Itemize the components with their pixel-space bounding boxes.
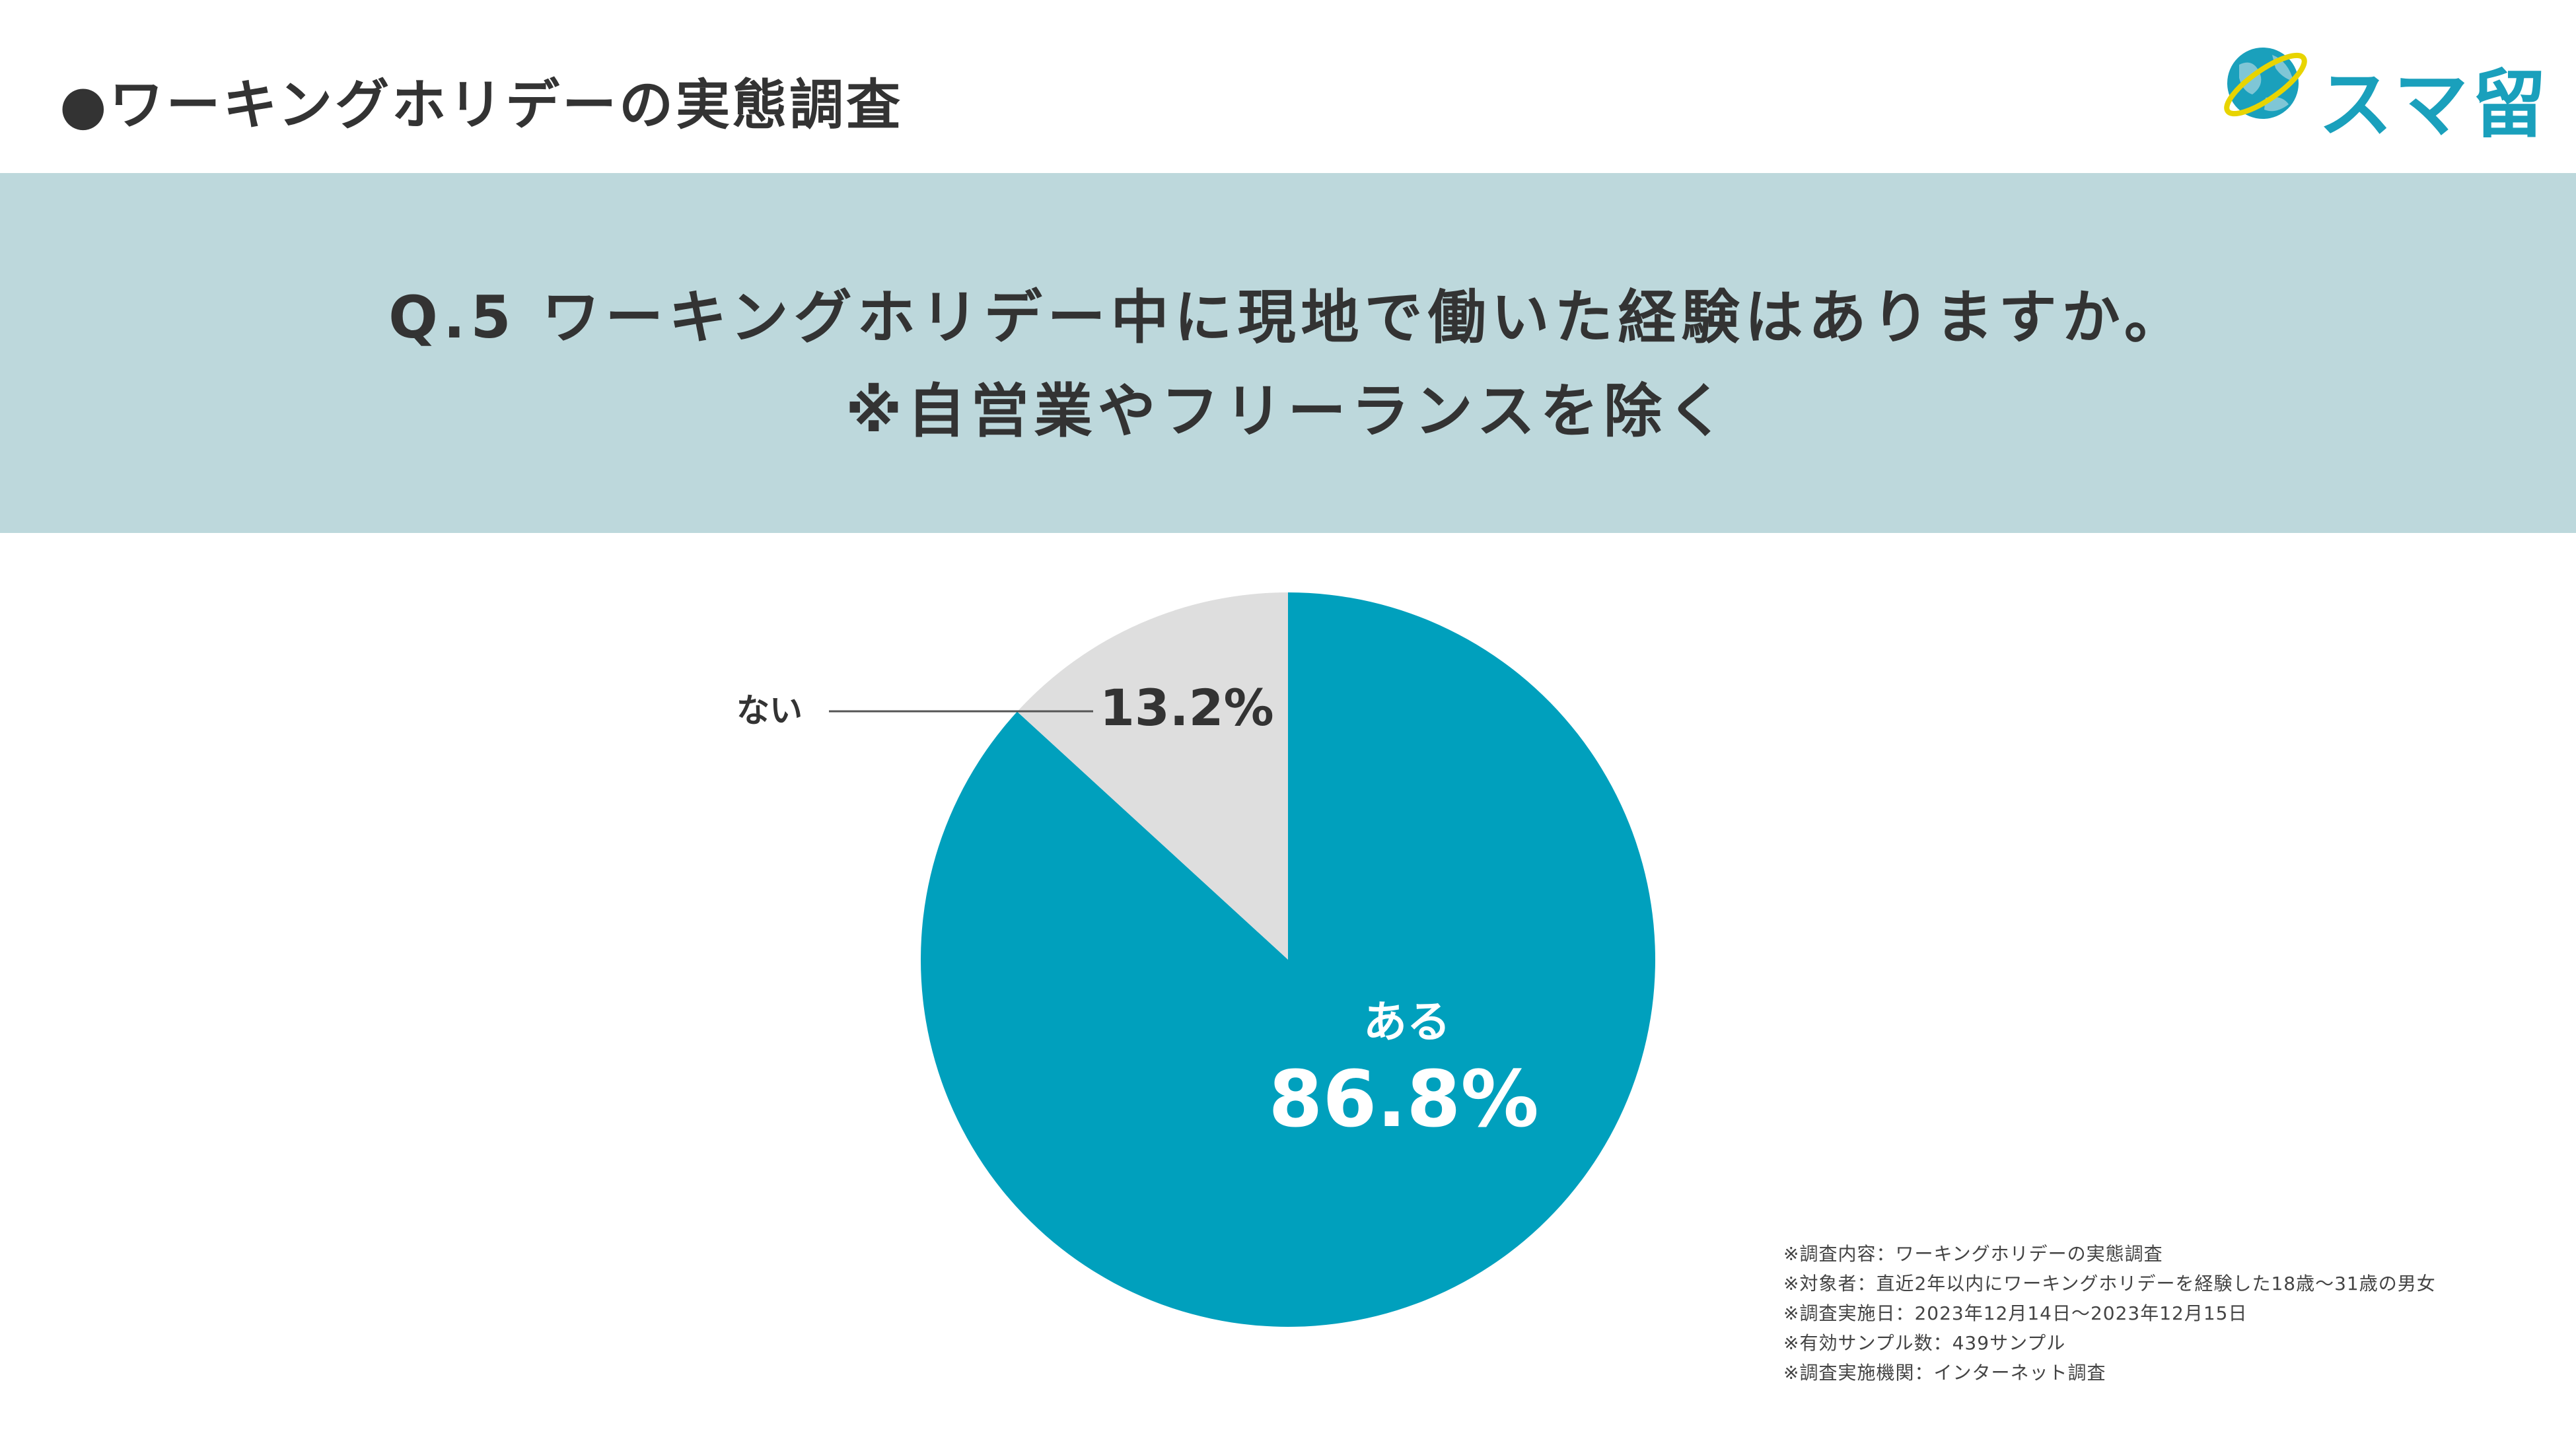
slice-label-aru: ある bbox=[1363, 997, 1450, 1047]
note-method: ※調査実施機関：インターネット調査 bbox=[1783, 1362, 2106, 1384]
logo: スマ留 bbox=[2219, 32, 2546, 148]
slice-aru bbox=[921, 592, 1656, 1327]
page-title: ●ワーキングホリデーの実態調査 bbox=[59, 74, 904, 137]
globe-icon bbox=[2224, 48, 2307, 119]
slice-label-nai: ない bbox=[736, 691, 803, 730]
slice-value-nai: 13.2% bbox=[1100, 678, 1274, 737]
note-date: ※調査実施日：2023年12月14日〜2023年12月15日 bbox=[1783, 1302, 2248, 1324]
note-target: ※対象者：直近2年以内にワーキングホリデーを経験した18歳〜31歳の男女 bbox=[1783, 1273, 2436, 1294]
logo-text: スマ留 bbox=[2318, 62, 2550, 148]
question-note: ※自営業やフリーランスを除く bbox=[845, 377, 1731, 445]
question-band: Q.5 ワーキングホリデー中に現地で働いた経験はありますか。 ※自営業やフリーラ… bbox=[0, 173, 2576, 533]
note-sample: ※有効サンプル数：439サンプル bbox=[1783, 1332, 2066, 1354]
question-text: Q.5 ワーキングホリデー中に現地で働いた経験はありますか。 bbox=[388, 283, 2188, 351]
slice-nai bbox=[1017, 592, 1288, 960]
slice-value-aru: 86.8% bbox=[1268, 1053, 1538, 1145]
note-survey-content: ※調査内容：ワーキングホリデーの実態調査 bbox=[1783, 1243, 2163, 1265]
